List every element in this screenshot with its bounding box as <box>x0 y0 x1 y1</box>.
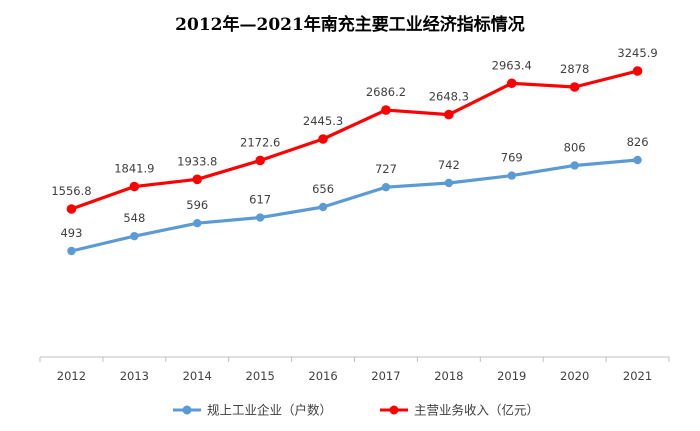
data-point <box>633 155 642 165</box>
legend-marker <box>389 405 399 415</box>
data-point <box>381 105 391 115</box>
legend: 规上工业企业（户数） 主营业务收入（亿元） <box>173 403 539 418</box>
data-label: 493 <box>60 226 82 240</box>
data-label: 1841.9 <box>114 162 154 176</box>
data-label: 769 <box>501 151 523 165</box>
data-point <box>318 134 328 144</box>
series-2: 1556.8 1841.9 1933.8 2172.6 2445.3 2686.2 2648… <box>51 46 658 214</box>
legend-item: 主营业务收入（亿元） <box>380 403 539 418</box>
data-point <box>66 204 77 214</box>
data-label: 596 <box>186 198 208 212</box>
data-point <box>67 246 76 256</box>
x-tick-label: 2016 <box>308 369 337 383</box>
data-point <box>507 171 516 180</box>
data-label: 1556.8 <box>51 184 91 198</box>
data-point <box>193 218 202 228</box>
data-point <box>569 82 580 92</box>
data-point <box>130 231 139 241</box>
x-tick-label: 2014 <box>183 369 212 383</box>
series-layer: 493 548 596 617 656 727 742 769 806 826 1556.8 1841… <box>51 46 658 256</box>
data-point <box>381 182 391 192</box>
data-point <box>444 178 454 188</box>
legend-marker <box>182 405 192 415</box>
data-point <box>444 109 454 120</box>
data-point <box>506 78 517 89</box>
data-point <box>129 181 140 192</box>
series-line <box>69 69 640 211</box>
x-axis-ticks: 2012 2013 2014 2015 2016 2017 2018 2019 2020 2021 <box>39 357 670 383</box>
data-label: 2878 <box>560 62 589 76</box>
data-point <box>255 213 265 222</box>
series-1: 493 548 596 617 656 727 742 769 806 826 <box>60 135 649 256</box>
data-label: 548 <box>123 211 145 225</box>
data-point <box>318 202 328 212</box>
chart-title: 2012年—2021年南充主要工业经济指标情况 <box>175 14 525 35</box>
data-label: 727 <box>375 162 397 176</box>
data-label: 2686.2 <box>366 85 406 99</box>
data-label: 742 <box>438 158 460 172</box>
legend-label: 主营业务收入（亿元） <box>414 403 539 418</box>
data-label: 2963.4 <box>492 58 532 72</box>
legend-item: 规上工业企业（户数） <box>173 403 332 418</box>
data-point <box>632 66 643 76</box>
x-tick-label: 2012 <box>57 369 86 383</box>
data-label: 2648.3 <box>429 90 469 104</box>
series-line <box>69 158 640 253</box>
data-label: 617 <box>249 193 271 207</box>
legend-label: 规上工业企业（户数） <box>207 403 332 418</box>
x-tick-label: 2020 <box>560 369 589 383</box>
data-label: 2445.3 <box>303 114 343 128</box>
data-label: 806 <box>564 140 586 154</box>
x-tick-label: 2019 <box>497 369 526 383</box>
x-tick-label: 2017 <box>371 369 400 383</box>
x-tick-label: 2013 <box>120 369 149 383</box>
data-label: 656 <box>312 182 334 196</box>
data-point <box>570 161 579 170</box>
x-tick-label: 2021 <box>623 369 652 383</box>
data-label: 1933.8 <box>177 154 217 168</box>
data-label: 2172.6 <box>240 135 280 149</box>
data-label: 3245.9 <box>617 46 657 60</box>
data-point <box>192 174 203 185</box>
data-label: 826 <box>627 135 649 149</box>
x-tick-label: 2018 <box>434 369 463 383</box>
data-point <box>255 155 265 166</box>
x-tick-label: 2015 <box>246 369 275 383</box>
